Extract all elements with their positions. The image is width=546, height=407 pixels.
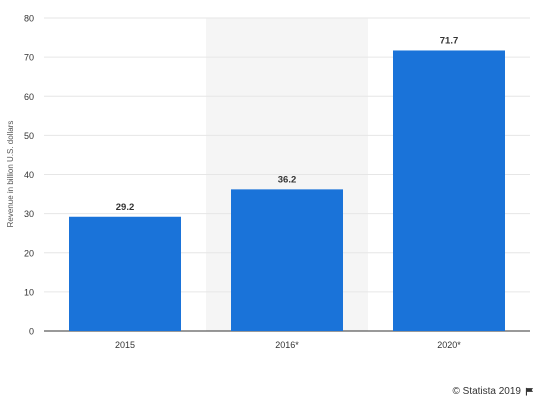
data-label: 71.7: [440, 35, 459, 46]
y-tick-label: 80: [24, 14, 34, 24]
flag-icon[interactable]: [525, 387, 534, 396]
y-tick-label: 10: [24, 287, 34, 297]
bar[interactable]: [393, 50, 505, 331]
x-tick-label: 2015: [115, 340, 135, 350]
x-tick-labels: 2015 2016* 2020*: [115, 340, 461, 350]
y-tick-label: 30: [24, 209, 34, 219]
x-tick-label: 2016*: [275, 340, 299, 350]
credit-text: © Statista 2019: [452, 386, 521, 397]
data-labels: 29.2 36.2 71.7: [116, 35, 459, 212]
y-axis-title: Revenue in billion U.S. dollars: [6, 121, 15, 228]
bar[interactable]: [69, 216, 181, 331]
y-tick-label: 40: [24, 170, 34, 180]
x-tick-label: 2020*: [437, 340, 461, 350]
data-label: 36.2: [278, 174, 297, 185]
y-tick-labels: 0 10 20 30 40 50 60 70 80: [24, 14, 34, 337]
y-tick-label: 20: [24, 248, 34, 258]
y-tick-label: 0: [29, 327, 34, 337]
y-tick-label: 60: [24, 92, 34, 102]
bars: [69, 50, 505, 331]
y-tick-label: 50: [24, 131, 34, 141]
bar[interactable]: [231, 189, 343, 331]
credit: © Statista 2019: [452, 386, 534, 397]
data-label: 29.2: [116, 202, 135, 213]
y-tick-label: 70: [24, 53, 34, 63]
